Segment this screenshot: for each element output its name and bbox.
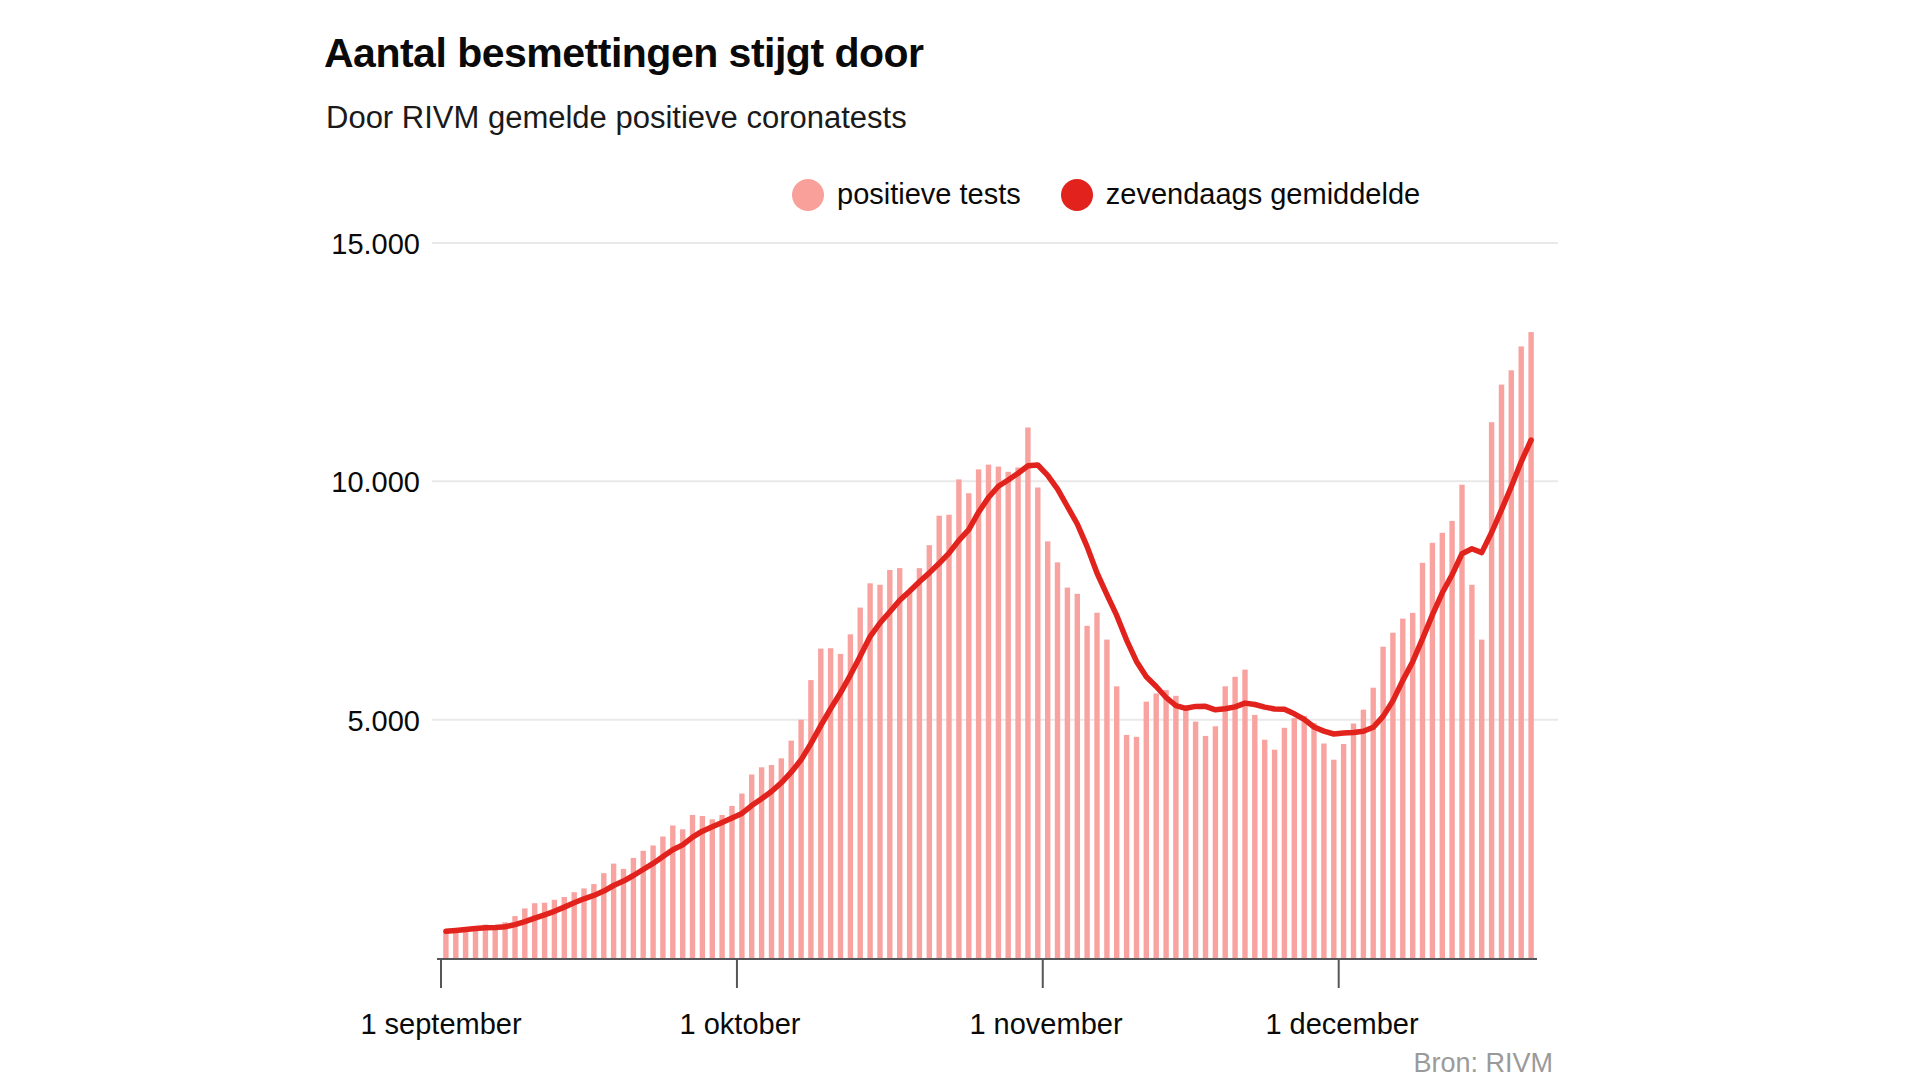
positive-tests-bar — [1489, 422, 1494, 958]
positive-tests-bar — [1292, 718, 1297, 958]
positive-tests-bar — [1183, 705, 1188, 958]
positive-tests-bar — [1302, 716, 1307, 958]
positive-tests-bar — [1213, 726, 1218, 958]
positive-tests-bar — [700, 816, 705, 958]
positive-tests-bar — [1331, 760, 1336, 958]
positive-tests-bar — [956, 479, 961, 958]
positive-tests-bar — [1479, 640, 1484, 958]
positive-tests-bar — [1124, 735, 1129, 958]
positive-tests-bar — [1075, 594, 1080, 958]
positive-tests-bar — [1134, 737, 1139, 958]
positive-tests-bar — [1400, 619, 1405, 958]
positive-tests-bar — [1390, 633, 1395, 958]
positive-tests-bar — [779, 758, 784, 958]
positive-tests-bar — [818, 649, 823, 958]
positive-tests-bar — [877, 585, 882, 958]
chart-card: Aantal besmettingen stijgt door Door RIV… — [0, 0, 1920, 1080]
positive-tests-bar — [453, 929, 458, 958]
positive-tests-bar — [986, 465, 991, 958]
positive-tests-bar — [1449, 521, 1454, 958]
positive-tests-bar — [1144, 702, 1149, 958]
positive-tests-bar — [996, 467, 1001, 958]
positive-tests-bar — [1341, 744, 1346, 958]
positive-tests-bar — [1154, 694, 1159, 959]
positive-tests-bar — [443, 931, 448, 958]
x-axis-tick-label: 1 oktober — [680, 1008, 801, 1041]
positive-tests-bar — [532, 903, 537, 958]
positive-tests-bar — [907, 591, 912, 958]
positive-tests-bar — [1163, 690, 1168, 958]
positive-tests-bar — [1015, 468, 1020, 959]
positive-tests-bar — [1272, 750, 1277, 958]
positive-tests-bar — [729, 806, 734, 958]
positive-tests-bar — [1025, 428, 1030, 959]
positive-tests-bar — [611, 864, 616, 958]
positive-tests-bar — [1104, 640, 1109, 958]
positive-tests-bar — [1528, 332, 1533, 958]
positive-tests-bar — [1380, 647, 1385, 958]
positive-tests-bar — [739, 794, 744, 959]
positive-tests-bar — [1242, 670, 1247, 958]
positive-tests-bar — [670, 826, 675, 959]
positive-tests-bar — [1232, 677, 1237, 958]
positive-tests-bar — [1084, 626, 1089, 958]
positive-tests-bar — [542, 903, 547, 958]
source-credit: Bron: RIVM — [1413, 1048, 1553, 1079]
positive-tests-bar — [1311, 723, 1316, 958]
positive-tests-bar — [1469, 585, 1474, 958]
positive-tests-bar — [719, 815, 724, 958]
positive-tests-bar — [1035, 488, 1040, 959]
positive-tests-bar — [1420, 563, 1425, 958]
positive-tests-bar — [897, 568, 902, 958]
positive-tests-bar — [493, 927, 498, 959]
positive-tests-bar — [1282, 728, 1287, 958]
positive-tests-bar — [828, 648, 833, 958]
positive-tests-bar — [1223, 686, 1228, 958]
positive-tests-bar — [1045, 541, 1050, 958]
positive-tests-bar — [1351, 724, 1356, 959]
positive-tests-bar — [1114, 686, 1119, 958]
positive-tests-bar — [1173, 696, 1178, 958]
positive-tests-bar — [1203, 736, 1208, 958]
positive-tests-bar — [808, 680, 813, 958]
positive-tests-bar — [522, 908, 527, 958]
positive-tests-bar — [1193, 722, 1198, 958]
positive-tests-bar — [946, 515, 951, 958]
x-axis-tick-label: 1 november — [969, 1008, 1122, 1041]
positive-tests-bar — [1055, 562, 1060, 958]
positive-tests-bar — [1361, 710, 1366, 958]
positive-tests-bar — [601, 873, 606, 958]
positive-tests-bar — [1509, 370, 1514, 958]
positive-tests-bar — [1519, 346, 1524, 958]
positive-tests-bar — [1094, 613, 1099, 958]
positive-tests-bar — [710, 819, 715, 958]
positive-tests-bar — [937, 516, 942, 958]
positive-tests-bar — [976, 469, 981, 958]
positive-tests-bar — [917, 568, 922, 958]
positive-tests-bar — [887, 570, 892, 958]
x-axis-tick-label: 1 december — [1265, 1008, 1418, 1041]
x-axis-tick-label: 1 september — [360, 1008, 521, 1041]
positive-tests-bar — [1252, 715, 1257, 958]
positive-tests-bar — [927, 545, 932, 958]
positive-tests-bar — [1006, 472, 1011, 958]
positive-tests-bar — [1262, 740, 1267, 958]
positive-tests-bar — [1065, 588, 1070, 958]
positive-tests-bar — [1321, 744, 1326, 959]
positive-tests-bar — [1499, 385, 1504, 958]
positive-tests-bar — [966, 493, 971, 958]
covid-cases-chart — [0, 0, 1920, 1080]
